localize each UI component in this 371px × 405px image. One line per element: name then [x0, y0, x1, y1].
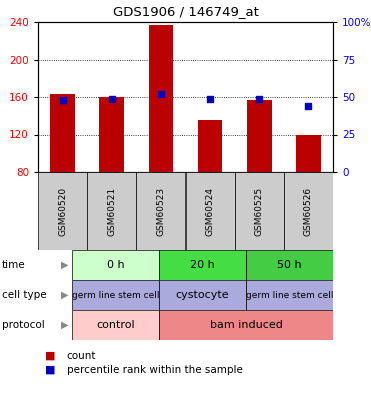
Text: ▶: ▶	[61, 290, 68, 300]
Bar	[159, 310, 333, 340]
Text: GSM60526: GSM60526	[304, 186, 313, 236]
Text: protocol: protocol	[2, 320, 45, 330]
Bar	[186, 172, 235, 250]
Point	[109, 95, 115, 102]
Point	[158, 91, 164, 97]
Bar	[284, 172, 333, 250]
Point	[60, 97, 66, 103]
Text: GSM60524: GSM60524	[206, 186, 214, 235]
Bar	[235, 172, 284, 250]
Text: ▶: ▶	[61, 260, 68, 270]
Text: cystocyte: cystocyte	[176, 290, 229, 300]
Text: germ line stem cell: germ line stem cell	[246, 290, 333, 300]
Text: bam induced: bam induced	[210, 320, 282, 330]
Bar	[38, 172, 87, 250]
Point	[207, 95, 213, 102]
Text: control: control	[96, 320, 135, 330]
Bar	[198, 120, 222, 172]
Text: 50 h: 50 h	[277, 260, 302, 270]
Bar	[296, 134, 321, 172]
Bar	[87, 172, 136, 250]
Bar	[72, 310, 159, 340]
Bar	[246, 280, 333, 310]
Text: 0 h: 0 h	[107, 260, 124, 270]
Text: GSM60525: GSM60525	[255, 186, 264, 236]
Text: ■: ■	[45, 351, 55, 361]
Bar	[136, 172, 186, 250]
Bar	[99, 97, 124, 172]
Text: count: count	[67, 351, 96, 361]
Point	[305, 103, 311, 109]
Bar	[159, 250, 246, 280]
Text: ▶: ▶	[61, 320, 68, 330]
Text: GSM60523: GSM60523	[157, 186, 165, 236]
Text: ■: ■	[45, 365, 55, 375]
Text: time: time	[2, 260, 26, 270]
Bar	[246, 250, 333, 280]
Text: GSM60520: GSM60520	[58, 186, 67, 236]
Bar	[72, 250, 159, 280]
Text: cell type: cell type	[2, 290, 46, 300]
Bar	[50, 94, 75, 172]
Bar	[72, 280, 159, 310]
Bar	[149, 25, 173, 172]
Text: percentile rank within the sample: percentile rank within the sample	[67, 365, 243, 375]
Text: GDS1906 / 146749_at: GDS1906 / 146749_at	[112, 5, 259, 18]
Text: 20 h: 20 h	[190, 260, 215, 270]
Text: GSM60521: GSM60521	[107, 186, 116, 236]
Bar	[159, 280, 246, 310]
Point	[256, 95, 262, 102]
Bar	[247, 100, 272, 172]
Text: germ line stem cell: germ line stem cell	[72, 290, 159, 300]
